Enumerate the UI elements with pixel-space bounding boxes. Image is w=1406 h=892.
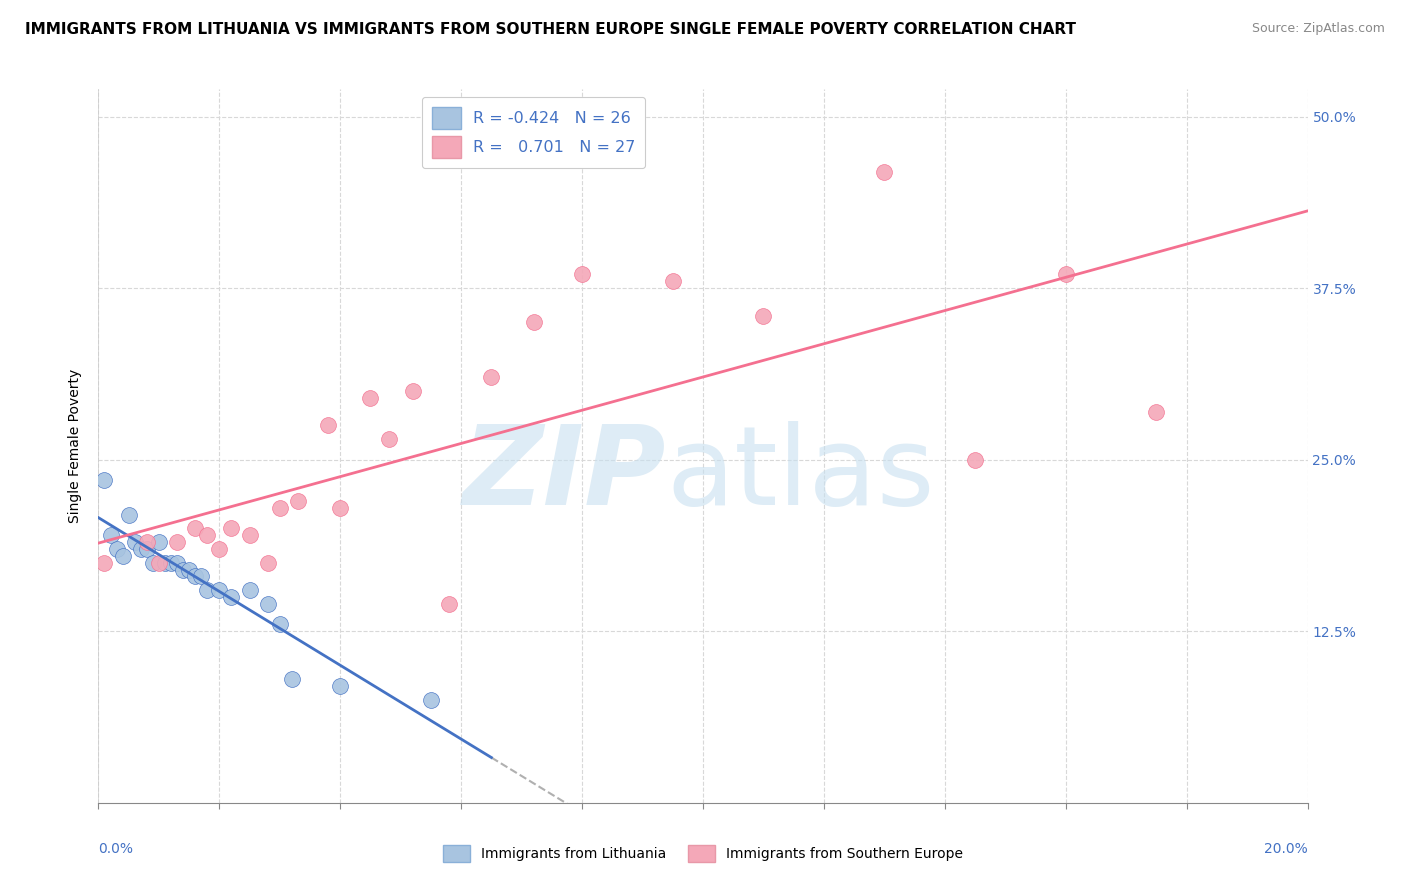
Point	[142, 556, 165, 570]
Point	[752, 309, 775, 323]
Point	[360, 391, 382, 405]
Point	[135, 541, 157, 556]
Point	[256, 556, 278, 570]
Point	[329, 500, 352, 515]
Text: atlas: atlas	[666, 421, 935, 528]
Point	[100, 528, 122, 542]
Point	[571, 268, 593, 282]
Point	[239, 528, 262, 542]
Point	[873, 164, 896, 178]
Text: Source: ZipAtlas.com: Source: ZipAtlas.com	[1251, 22, 1385, 36]
Point	[190, 569, 212, 583]
Point	[124, 535, 146, 549]
Text: ZIP: ZIP	[463, 421, 666, 528]
Point	[437, 597, 460, 611]
Y-axis label: Single Female Poverty: Single Female Poverty	[69, 369, 83, 523]
Text: 0.0%: 0.0%	[98, 842, 134, 856]
Point	[166, 535, 188, 549]
Point	[118, 508, 141, 522]
Legend: R = -0.424   N = 26, R =   0.701   N = 27: R = -0.424 N = 26, R = 0.701 N = 27	[422, 97, 645, 168]
Point	[281, 673, 304, 687]
Point	[195, 583, 218, 598]
Point	[148, 535, 170, 549]
Point	[184, 569, 207, 583]
Point	[221, 590, 243, 604]
Legend: Immigrants from Lithuania, Immigrants from Southern Europe: Immigrants from Lithuania, Immigrants fr…	[437, 839, 969, 867]
Point	[269, 500, 291, 515]
Point	[661, 274, 683, 288]
Point	[93, 473, 115, 487]
Point	[221, 521, 243, 535]
Point	[402, 384, 425, 398]
Point	[377, 432, 399, 446]
Point	[111, 549, 134, 563]
Point	[153, 556, 176, 570]
Point	[269, 617, 291, 632]
Text: 20.0%: 20.0%	[1264, 842, 1308, 856]
Point	[329, 679, 352, 693]
Point	[166, 556, 188, 570]
Point	[1054, 268, 1077, 282]
Point	[160, 556, 183, 570]
Point	[256, 597, 278, 611]
Point	[135, 535, 157, 549]
Point	[481, 370, 503, 384]
Point	[172, 562, 194, 576]
Point	[129, 541, 152, 556]
Text: IMMIGRANTS FROM LITHUANIA VS IMMIGRANTS FROM SOUTHERN EUROPE SINGLE FEMALE POVER: IMMIGRANTS FROM LITHUANIA VS IMMIGRANTS …	[25, 22, 1077, 37]
Point	[208, 541, 231, 556]
Point	[148, 556, 170, 570]
Point	[195, 528, 218, 542]
Point	[523, 316, 546, 330]
Point	[208, 583, 231, 598]
Point	[239, 583, 262, 598]
Point	[184, 521, 207, 535]
Point	[287, 494, 309, 508]
Point	[316, 418, 339, 433]
Point	[420, 693, 443, 707]
Point	[93, 556, 115, 570]
Point	[179, 562, 201, 576]
Point	[965, 452, 987, 467]
Point	[1144, 405, 1167, 419]
Point	[105, 541, 128, 556]
